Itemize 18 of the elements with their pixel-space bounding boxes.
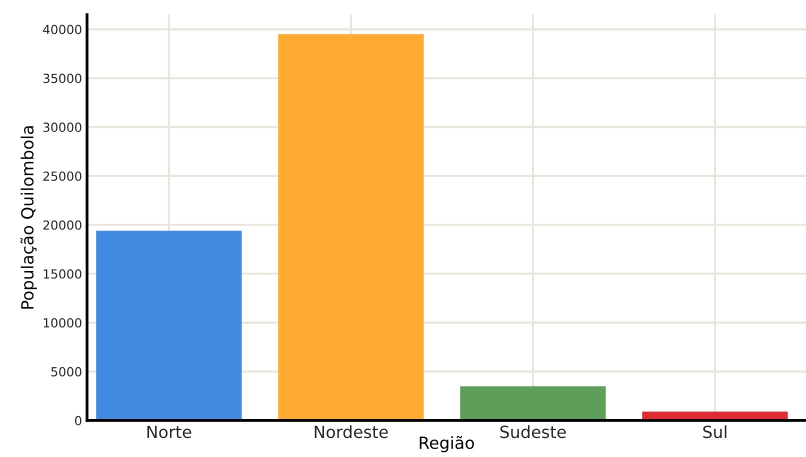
x-tick-label: Sudeste [500, 425, 566, 438]
bar [460, 386, 606, 420]
y-tick-label: 15000 [44, 269, 82, 279]
x-tick-label: Norte [147, 426, 192, 438]
x-tick-label: Sul [703, 425, 726, 438]
x-axis-title: Região [420, 436, 474, 452]
y-tick-label: 5000 [51, 367, 82, 376]
y-tick-label: 25000 [43, 171, 82, 181]
x-tick-label: Nordeste [314, 425, 388, 438]
y-axis-title: População Quilombola [20, 126, 37, 309]
y-tick-label: 20000 [43, 220, 82, 230]
y-tick-label: 30000 [43, 122, 82, 132]
y-tick-label: 0 [75, 416, 82, 426]
bar [278, 34, 424, 420]
y-tick-label: 10000 [44, 318, 82, 328]
y-tick-label: 40000 [43, 24, 82, 34]
y-tick-label: 35000 [43, 74, 82, 84]
bar [96, 230, 242, 420]
